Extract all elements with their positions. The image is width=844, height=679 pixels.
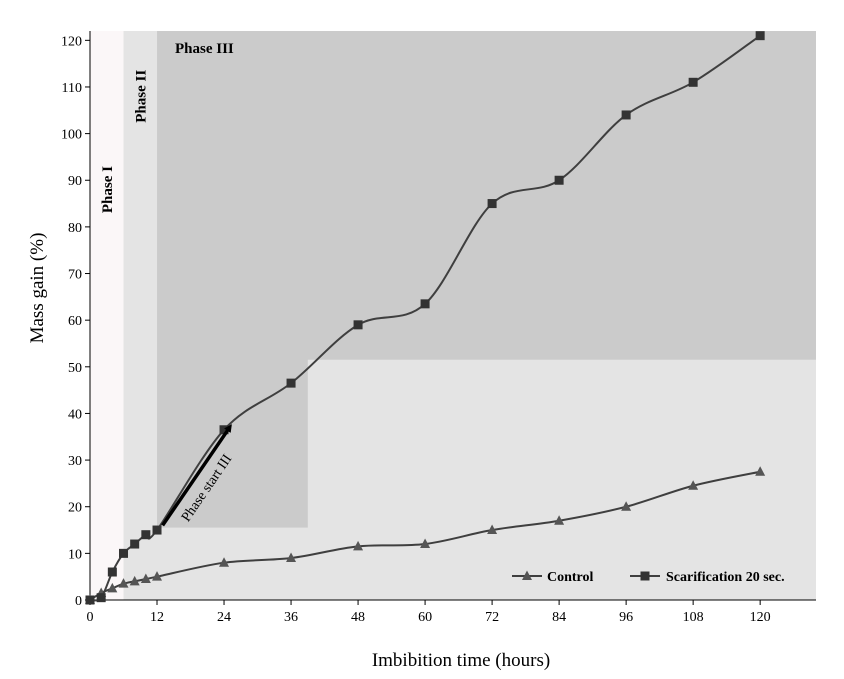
y-tick-label: 120 <box>61 34 82 49</box>
control-point <box>286 552 297 563</box>
control-point <box>152 571 163 581</box>
scarification-point <box>487 199 497 209</box>
y-tick-label: 100 <box>61 128 82 143</box>
legend-label: Control <box>547 570 594 585</box>
phase-start-arrow <box>161 424 232 527</box>
x-tick-label: 96 <box>619 610 633 625</box>
phase-2-label: Phase II <box>133 70 149 123</box>
control-point <box>118 578 129 588</box>
scarification-point <box>420 299 430 309</box>
y-tick-label: 40 <box>68 407 82 422</box>
legend-marker <box>522 570 532 580</box>
scarification-point <box>554 175 564 185</box>
legend-label: Scarification 20 sec. <box>666 570 785 585</box>
x-tick-label: 48 <box>351 610 365 625</box>
y-tick-label: 10 <box>68 547 82 562</box>
control-point <box>107 582 118 593</box>
scarification-point <box>219 425 229 435</box>
control-point <box>621 501 632 511</box>
scarification-point <box>107 567 117 577</box>
lower-region <box>157 527 816 600</box>
x-tick-label: 24 <box>217 610 231 625</box>
y-tick-label: 50 <box>68 361 82 376</box>
y-tick-label: 90 <box>68 174 82 189</box>
scarification-point <box>96 593 106 603</box>
x-tick-label: 108 <box>683 610 704 625</box>
phase-1-region <box>90 31 124 600</box>
phase-3-label: Phase III <box>175 41 234 57</box>
scarification-point <box>85 595 95 605</box>
control-point <box>554 515 565 525</box>
scarification-point <box>621 110 631 120</box>
phase-1-label: Phase I <box>100 166 116 213</box>
control-point <box>219 557 230 567</box>
x-axis-title: Imbibition time (hours) <box>372 650 550 671</box>
x-tick-label: 72 <box>485 610 499 625</box>
control-point <box>420 538 431 549</box>
x-tick-label: 12 <box>150 610 164 625</box>
control-point <box>487 524 498 535</box>
y-tick-label: 30 <box>68 454 82 469</box>
y-tick-label: 80 <box>68 221 82 236</box>
x-tick-label: 84 <box>552 610 566 625</box>
y-axis-title: Mass gain (%) <box>27 233 48 344</box>
scarification-point <box>130 539 140 549</box>
scarification-point <box>688 77 698 87</box>
control-point <box>688 480 699 490</box>
scarification-point <box>353 320 363 330</box>
scarification-point <box>152 525 162 535</box>
x-tick-label: 36 <box>284 610 298 625</box>
x-tick-label: 120 <box>750 610 771 625</box>
y-tick-label: 20 <box>68 501 82 516</box>
control-point <box>353 540 364 551</box>
y-tick-label: 110 <box>62 81 82 96</box>
legend-marker <box>640 571 650 581</box>
phase-3-region <box>157 31 816 528</box>
scarification-point <box>755 31 765 41</box>
scarification-point <box>141 530 151 540</box>
control-point <box>129 575 140 586</box>
control-point <box>755 466 766 476</box>
y-tick-label: 60 <box>68 314 82 329</box>
control-point <box>140 573 151 584</box>
x-tick-label: 60 <box>418 610 432 625</box>
y-tick-label: 0 <box>75 594 82 609</box>
scarification-point <box>286 378 296 388</box>
scarification-point <box>119 548 129 558</box>
y-tick-label: 70 <box>68 268 82 283</box>
x-tick-label: 0 <box>87 610 94 625</box>
